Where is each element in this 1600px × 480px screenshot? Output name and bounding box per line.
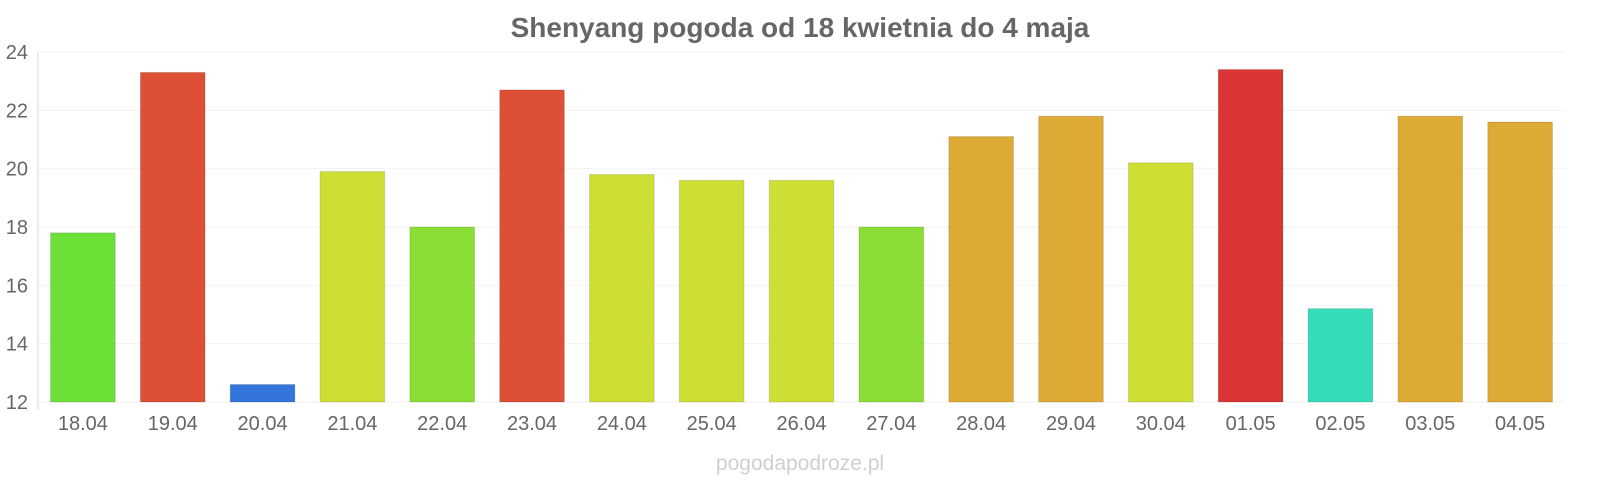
x-tick-label: 26.04 [776, 413, 826, 435]
x-tick-label: 30.04 [1136, 413, 1186, 435]
x-tick-label: 18.04 [58, 413, 108, 435]
x-tick-label: 22.04 [417, 413, 467, 435]
x-tick-label: 29.04 [1046, 413, 1096, 435]
bar [1038, 115, 1104, 403]
x-tick-label: 04.05 [1495, 413, 1545, 435]
x-tick-label: 03.05 [1405, 413, 1455, 435]
bar [589, 174, 655, 403]
bar [50, 232, 116, 403]
bar [1127, 162, 1194, 403]
y-tick-label: 18 [6, 217, 28, 239]
x-tick-label: 21.04 [327, 413, 377, 435]
x-tick-label: 19.04 [148, 413, 198, 435]
y-tick-label: 12 [6, 392, 28, 414]
x-tick-label: 24.04 [597, 413, 647, 435]
y-tick-label: 20 [6, 159, 28, 181]
bar [229, 384, 296, 403]
bar [409, 226, 476, 403]
x-tick-label: 25.04 [687, 413, 737, 435]
bar [948, 136, 1014, 403]
y-tick-label: 16 [6, 275, 28, 297]
bar [499, 89, 565, 403]
source-watermark: pogodapodroze.pl [716, 452, 884, 475]
bar [1307, 308, 1374, 403]
bars [50, 69, 1553, 403]
x-tick-label: 20.04 [238, 413, 288, 435]
bar [858, 226, 925, 403]
bar [1217, 69, 1284, 403]
bar [678, 179, 745, 403]
bar [1487, 121, 1553, 403]
bar [319, 171, 386, 403]
x-tick-label: 28.04 [956, 413, 1006, 435]
bar [1397, 115, 1464, 403]
bar [768, 179, 835, 403]
y-axis: 12 14 16 18 20 22 24 [6, 42, 39, 414]
bar [139, 71, 206, 403]
x-tick-label: 27.04 [866, 413, 916, 435]
y-tick-label: 14 [6, 334, 28, 356]
x-tick-label: 23.04 [507, 413, 557, 435]
chart-title: Shenyang pogoda od 18 kwietnia do 4 maja [511, 12, 1090, 43]
y-tick-label: 24 [6, 42, 28, 64]
x-tick-label: 02.05 [1315, 413, 1365, 435]
y-tick-label: 22 [6, 100, 28, 122]
x-axis: 18.04 19.04 20.04 21.04 22.04 23.04 24.04 25.04… [58, 413, 1545, 435]
x-tick-label: 01.05 [1226, 413, 1276, 435]
